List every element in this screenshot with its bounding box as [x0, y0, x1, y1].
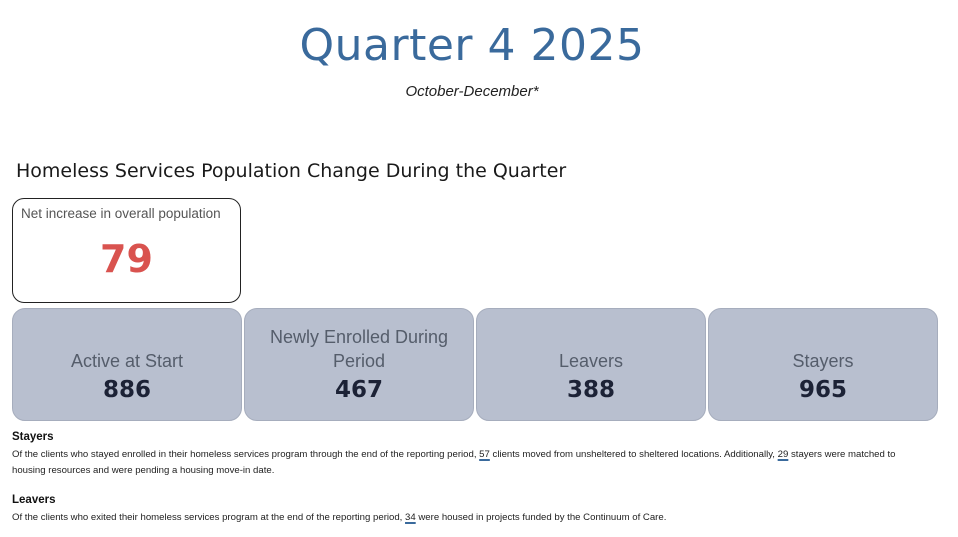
- note-text-segment: were housed in projects funded by the Co…: [418, 512, 667, 523]
- note-text-segment: Of the clients who exited their homeless…: [12, 512, 403, 523]
- note-text-segment: stayers were matched to housing resource…: [12, 449, 896, 476]
- stat-value: 965: [798, 377, 847, 403]
- stat-label: Active at Start: [70, 351, 184, 371]
- stayers-note-text: Of the clients who stayed enrolled in th…: [12, 447, 922, 479]
- net-change-card: Net increase in overall population 79: [12, 198, 241, 303]
- leavers-note-text: Of the clients who exited their homeless…: [12, 510, 922, 526]
- stat-card-active-at-start: Active at Start 886: [12, 308, 242, 421]
- stat-label: Stayers: [792, 351, 854, 371]
- page-title: Quarter 4 2025: [299, 20, 645, 71]
- note-text-segment: clients moved from unsheltered to shelte…: [492, 449, 775, 460]
- stayers-moved-count: 57: [479, 449, 490, 460]
- page-subtitle: October-December*: [405, 83, 539, 100]
- stat-value: 388: [566, 377, 615, 403]
- stat-label: Newly Enrolled During Period: [269, 327, 449, 371]
- net-change-label: Net increase in overall population: [21, 206, 221, 221]
- stayers-note-heading: Stayers: [12, 431, 54, 443]
- stayers-matched-count: 29: [777, 449, 789, 460]
- stat-card-stayers: Stayers 965: [708, 308, 938, 421]
- leavers-housed-count: 34: [405, 512, 416, 523]
- stat-label: Leavers: [558, 351, 624, 371]
- note-text-segment: Of the clients who stayed enrolled in th…: [12, 449, 477, 460]
- stat-card-leavers: Leavers 388: [476, 308, 706, 421]
- stat-value: 886: [102, 377, 151, 403]
- stat-value: 467: [334, 377, 383, 403]
- section-heading: Homeless Services Population Change Duri…: [16, 160, 567, 182]
- leavers-note-heading: Leavers: [12, 494, 56, 506]
- net-change-value: 79: [100, 237, 153, 281]
- stat-card-newly-enrolled: Newly Enrolled During Period 467: [244, 308, 474, 421]
